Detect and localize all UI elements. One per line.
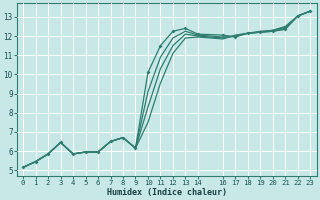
- X-axis label: Humidex (Indice chaleur): Humidex (Indice chaleur): [107, 188, 227, 197]
